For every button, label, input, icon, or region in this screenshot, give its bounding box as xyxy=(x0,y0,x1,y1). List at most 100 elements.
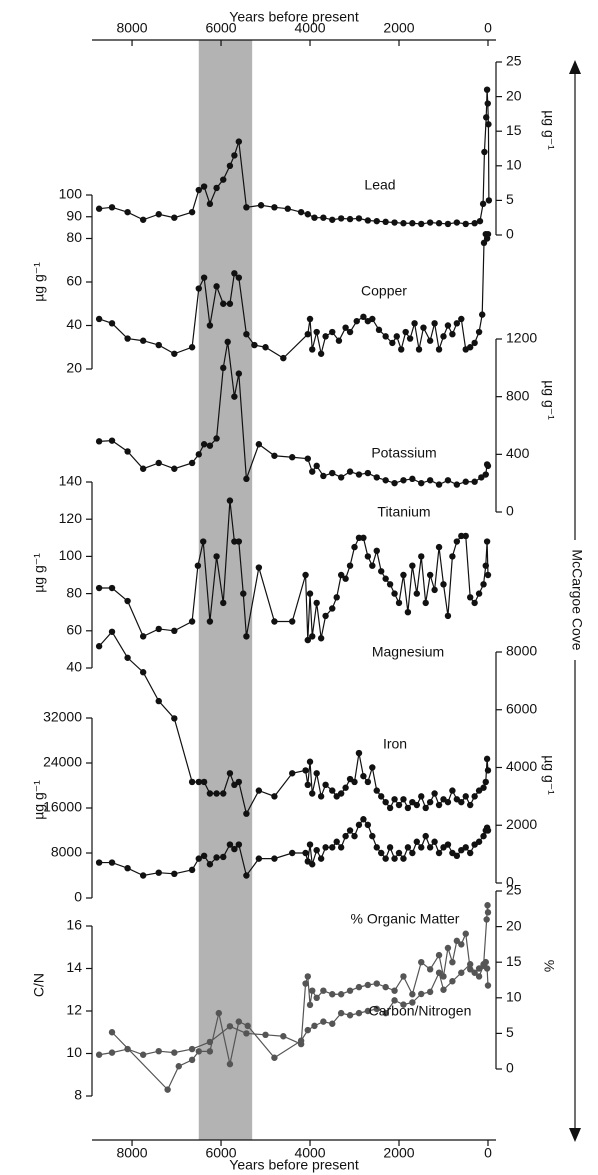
data-point xyxy=(484,767,492,774)
data-point xyxy=(188,1056,196,1064)
data-point xyxy=(444,322,452,329)
data-point xyxy=(355,983,363,991)
data-point xyxy=(373,980,380,987)
data-point xyxy=(346,1012,354,1019)
data-point xyxy=(335,337,343,344)
data-point xyxy=(482,778,489,786)
data-point xyxy=(484,571,492,579)
data-point xyxy=(195,1048,202,1055)
data-point xyxy=(418,793,425,800)
data-point xyxy=(458,969,465,976)
y-tick-label: 60 xyxy=(66,622,82,638)
data-point xyxy=(418,844,425,851)
data-point xyxy=(306,315,314,323)
data-point xyxy=(329,469,336,477)
data-point xyxy=(240,590,247,597)
data-point xyxy=(226,497,234,504)
data-point xyxy=(313,770,320,777)
data-point xyxy=(395,801,403,809)
y-tick-label: 16000 xyxy=(43,799,82,815)
data-point xyxy=(313,599,320,607)
data-point xyxy=(364,1007,372,1015)
data-point xyxy=(317,855,325,862)
data-point xyxy=(95,859,103,866)
data-point xyxy=(378,568,385,575)
data-point xyxy=(322,781,329,789)
data-point xyxy=(213,184,220,192)
data-point xyxy=(206,618,214,625)
data-point xyxy=(435,346,443,353)
data-point xyxy=(289,454,296,461)
data-point xyxy=(235,778,243,786)
data-point xyxy=(449,787,456,794)
series-line xyxy=(99,89,490,225)
data-point xyxy=(200,183,208,190)
data-point xyxy=(360,772,367,780)
data-point xyxy=(337,215,345,222)
data-point xyxy=(235,274,243,281)
data-point xyxy=(422,832,429,840)
data-point xyxy=(475,328,483,336)
data-point xyxy=(220,853,227,861)
data-point xyxy=(188,208,196,216)
y-tick-label: 5 xyxy=(506,191,514,207)
series-label: Carbon/Nitrogen xyxy=(369,1003,472,1019)
data-point xyxy=(402,328,409,336)
data-point xyxy=(406,335,414,342)
data-point xyxy=(194,562,202,569)
data-point xyxy=(309,861,316,868)
data-point xyxy=(108,859,116,866)
data-point xyxy=(271,452,278,459)
data-point xyxy=(255,564,263,571)
data-point xyxy=(309,633,316,640)
y-axis-title: µg g⁻¹ xyxy=(31,780,47,820)
y-tick-label: 0 xyxy=(506,503,514,519)
data-point xyxy=(155,459,162,467)
data-point xyxy=(484,230,492,238)
data-point xyxy=(271,1054,278,1061)
data-point xyxy=(483,114,490,121)
data-point xyxy=(262,344,269,351)
data-point xyxy=(337,474,345,481)
data-point xyxy=(431,790,438,797)
data-point xyxy=(355,1009,363,1017)
data-point xyxy=(378,793,385,800)
data-point xyxy=(243,633,250,640)
data-point xyxy=(482,562,489,569)
data-point xyxy=(481,148,488,156)
data-point xyxy=(355,471,363,478)
data-point xyxy=(483,755,491,763)
data-point xyxy=(231,270,238,277)
data-point xyxy=(200,778,208,786)
data-point xyxy=(124,864,131,872)
data-point xyxy=(480,581,487,588)
data-point xyxy=(444,477,452,484)
data-point xyxy=(95,643,103,650)
data-point xyxy=(458,941,465,948)
data-point xyxy=(391,855,398,862)
data-point xyxy=(400,973,407,980)
data-point xyxy=(289,618,296,625)
data-point xyxy=(382,855,389,862)
data-point xyxy=(435,543,443,551)
data-point xyxy=(382,333,389,340)
data-point xyxy=(360,534,367,541)
series-label: % Organic Matter xyxy=(351,911,460,927)
data-point xyxy=(226,770,234,777)
data-point xyxy=(404,804,412,812)
series-line xyxy=(99,905,489,1056)
data-point xyxy=(213,553,220,560)
data-point xyxy=(462,793,469,800)
data-point xyxy=(226,1060,234,1068)
data-point xyxy=(139,872,147,879)
data-point xyxy=(139,1051,147,1058)
data-point xyxy=(426,798,434,806)
data-point xyxy=(418,479,425,487)
data-point xyxy=(440,333,447,340)
data-point xyxy=(418,553,425,560)
data-point xyxy=(355,821,363,829)
data-point xyxy=(453,481,461,488)
data-point xyxy=(320,472,327,480)
data-point xyxy=(444,798,452,806)
y-tick-label: 0 xyxy=(506,874,514,890)
